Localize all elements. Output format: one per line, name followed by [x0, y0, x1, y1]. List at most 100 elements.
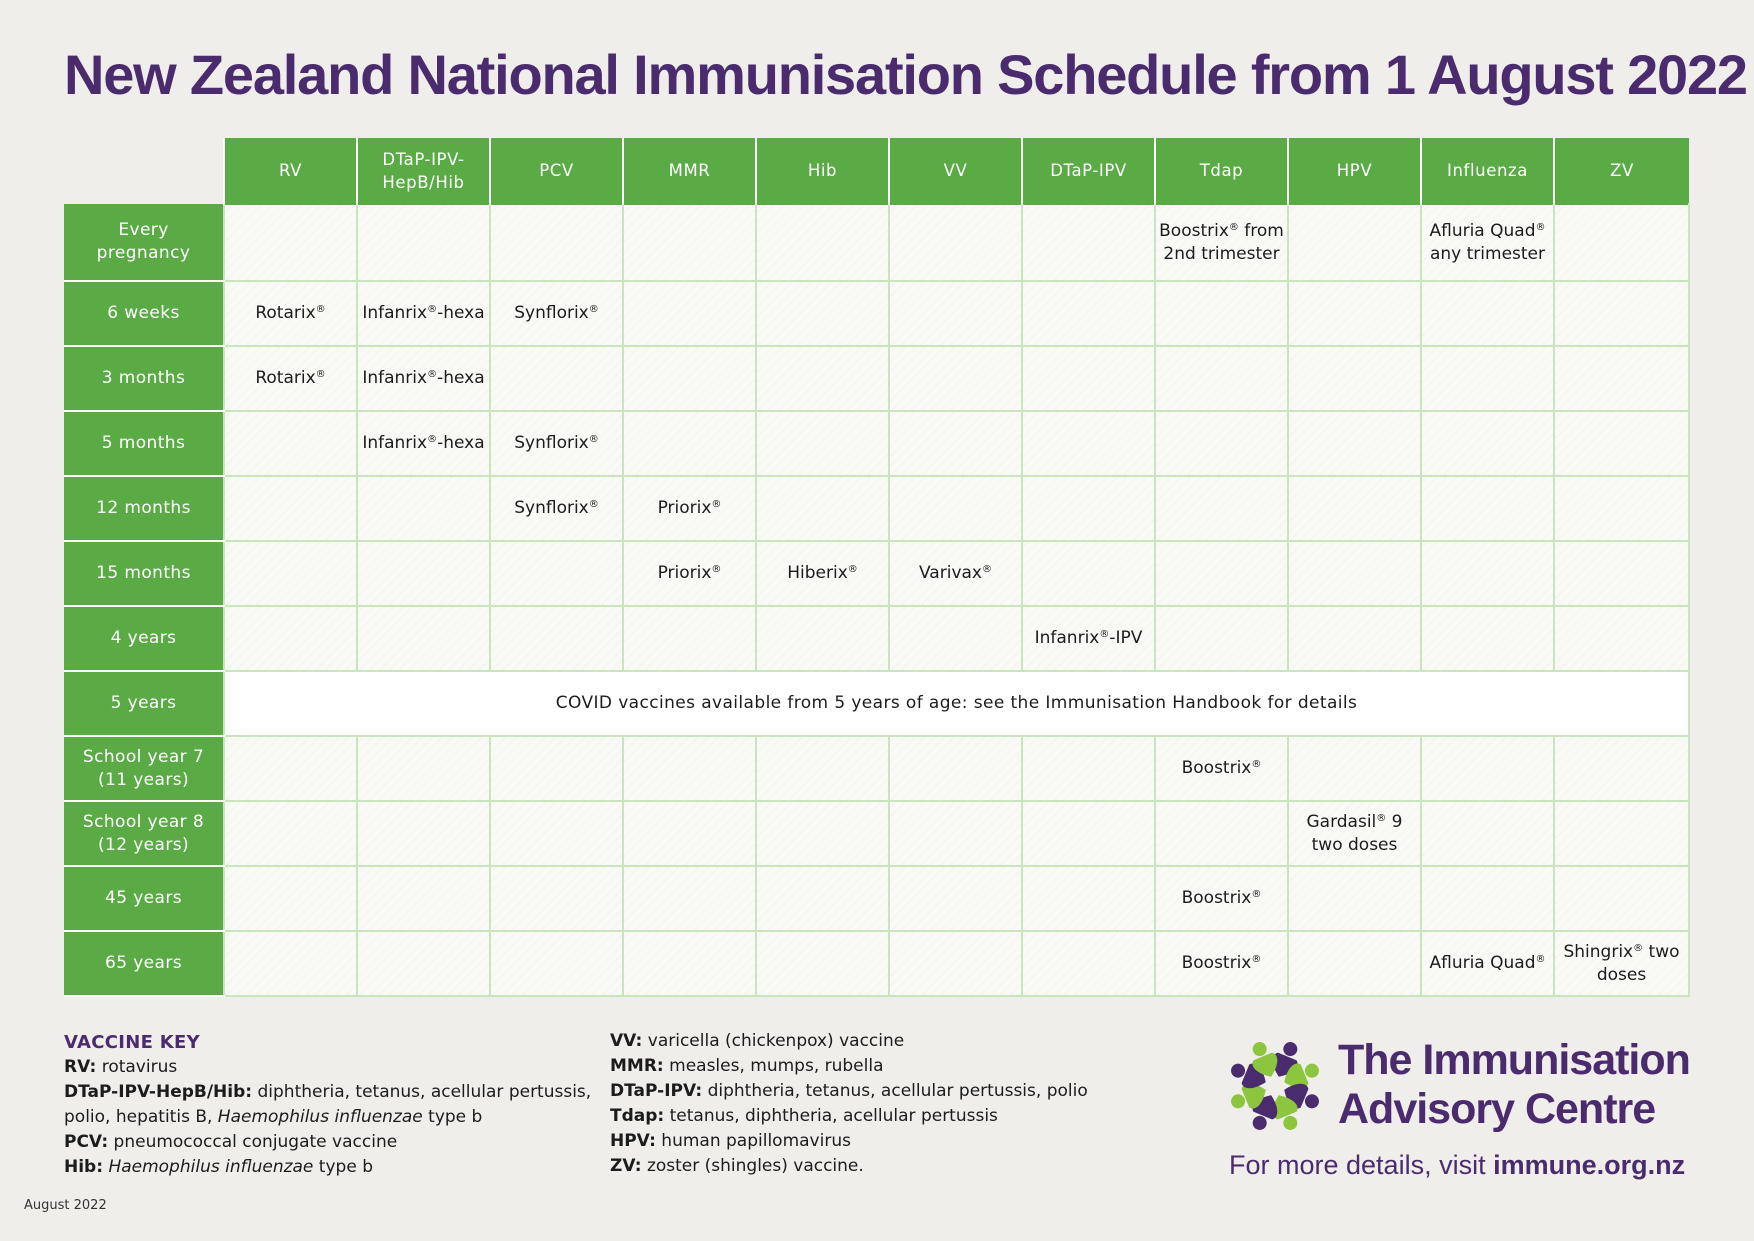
table-cell: [888, 865, 1023, 932]
vaccine-key-entry: MMR: measles, mumps, rubella: [610, 1054, 1130, 1079]
table-cell: Infanrix®-IPV: [1021, 605, 1156, 672]
table-cell: Priorix®: [622, 475, 757, 542]
table-cell: [1287, 410, 1422, 477]
table-row: 6 weeks Rotarix® Infanrix®-hexa Synflorix®: [64, 280, 1690, 347]
table-cell: [1287, 865, 1422, 932]
table-cell: [356, 865, 491, 932]
table-cell: Synflorix®: [489, 410, 624, 477]
table-cell: [1154, 540, 1289, 607]
table-cell: [1287, 930, 1422, 997]
vaccine-key-desc: Haemophilus influenzae type b: [108, 1157, 373, 1177]
table-cell: Shingrix® two doses: [1553, 930, 1690, 997]
vaccine-key-entry: DTaP-IPV-HepB/Hib: diphtheria, tetanus, …: [64, 1080, 594, 1130]
table-cell: [1021, 930, 1156, 997]
iac-logo-icon: [1231, 1042, 1319, 1130]
column-header: Hib: [755, 138, 889, 204]
vaccine-key-entry: HPV: human papillomavirus: [610, 1129, 1130, 1154]
table-cell-note: COVID vaccines available from 5 years of…: [223, 670, 1690, 737]
table-cell: [1021, 345, 1156, 412]
column-header: PCV: [489, 138, 623, 204]
table-cell: [1021, 735, 1156, 802]
vaccine-key-desc: zoster (shingles) vaccine.: [646, 1156, 864, 1176]
vaccine-key-entry: RV: rotavirus: [64, 1055, 594, 1080]
table-cell: [1553, 475, 1690, 542]
table-cell: [755, 930, 890, 997]
table-cell: Hiberix®: [755, 540, 890, 607]
vaccine-key-desc: measles, mumps, rubella: [669, 1056, 884, 1076]
column-header: RV: [223, 138, 357, 204]
table-cell: [622, 203, 757, 282]
table-cell: [755, 410, 890, 477]
table-cell: [1420, 475, 1555, 542]
table-cell: [489, 735, 624, 802]
vaccine-key-entry: VV: varicella (chickenpox) vaccine: [610, 1029, 1130, 1054]
column-header: MMR: [622, 138, 756, 204]
table-cell: Infanrix®-hexa: [356, 280, 491, 347]
table-cell: [1553, 280, 1690, 347]
table-cell: Gardasil® 9 two doses: [1287, 800, 1422, 867]
table-cell: [489, 345, 624, 412]
header-corner: [64, 138, 224, 204]
table-cell: [1420, 735, 1555, 802]
page-title: New Zealand National Immunisation Schedu…: [64, 43, 1748, 106]
row-header: School year 7 (11 years): [64, 736, 224, 802]
table-cell: [1154, 475, 1289, 542]
vaccine-key-abbr: ZV:: [610, 1156, 642, 1176]
table-cell: [1154, 345, 1289, 412]
table-cell: [1021, 475, 1156, 542]
vaccine-key-desc: human papillomavirus: [661, 1131, 851, 1151]
table-row: 15 months Priorix® Hiberix® Varivax®: [64, 540, 1690, 607]
table-cell: Boostrix®: [1154, 735, 1289, 802]
row-header: 5 months: [64, 411, 224, 477]
table-row: 65 years Boostrix® Afluria Quad® Shingrix® …: [64, 930, 1690, 997]
table-cell: [356, 735, 491, 802]
vaccine-key-desc: diphtheria, tetanus, acellular pertussis…: [64, 1082, 592, 1127]
table-cell: [1154, 605, 1289, 672]
table-cell: Infanrix®-hexa: [356, 410, 491, 477]
table-cell: [1420, 865, 1555, 932]
table-row: School year 8 (12 years) Gardasil® 9 two …: [64, 800, 1690, 867]
table-cell: [888, 203, 1023, 282]
table-row: 45 years Boostrix®: [64, 865, 1690, 932]
org-name: The Immunisation Advisory Centre: [1338, 1036, 1691, 1134]
table-row: 5 months Infanrix®-hexa Synflorix®: [64, 410, 1690, 477]
vaccine-key-desc: rotavirus: [101, 1057, 178, 1077]
table-cell: [1287, 735, 1422, 802]
vaccine-key-abbr: HPV:: [610, 1131, 656, 1151]
vaccine-key-right: VV: varicella (chickenpox) vaccine MMR: m…: [610, 1029, 1130, 1179]
website-link[interactable]: immune.org.nz: [1493, 1150, 1686, 1180]
table-cell: [1420, 345, 1555, 412]
table-cell: [1553, 865, 1690, 932]
table-cell: [1021, 540, 1156, 607]
table-cell: [622, 410, 757, 477]
vaccine-key-entry: Hib: Haemophilus influenzae type b: [64, 1155, 594, 1180]
table-cell: [888, 800, 1023, 867]
table-cell: [755, 203, 890, 282]
column-header: VV: [888, 138, 1022, 204]
table-row: 12 months Synflorix® Priorix®: [64, 475, 1690, 542]
table-cell: Infanrix®-hexa: [356, 345, 491, 412]
table-cell: [1553, 800, 1690, 867]
table-cell: [622, 280, 757, 347]
table-cell: [755, 475, 890, 542]
table-cell: Priorix®: [622, 540, 757, 607]
table-row: Every pregnancy Boostrix® from 2nd trimes…: [64, 203, 1690, 282]
table-cell: [1420, 800, 1555, 867]
row-header: Every pregnancy: [64, 204, 224, 282]
vaccine-key-abbr: DTaP-IPV-HepB/Hib:: [64, 1082, 253, 1102]
table-cell: [489, 540, 624, 607]
table-cell: [1553, 203, 1690, 282]
org-name-line2: Advisory Centre: [1338, 1085, 1656, 1133]
table-cell: [622, 605, 757, 672]
table-cell: [622, 865, 757, 932]
table-cell: [489, 605, 624, 672]
table-cell: [1021, 280, 1156, 347]
table-cell: [489, 800, 624, 867]
vaccine-key-entry: DTaP-IPV: diphtheria, tetanus, acellular…: [610, 1079, 1130, 1104]
table-cell: [1553, 605, 1690, 672]
vaccine-key-desc: tetanus, diphtheria, acellular pertussis: [669, 1106, 998, 1126]
table-cell: [223, 410, 358, 477]
table-cell: [223, 800, 358, 867]
table-cell: [1420, 410, 1555, 477]
table-cell: [1553, 540, 1690, 607]
